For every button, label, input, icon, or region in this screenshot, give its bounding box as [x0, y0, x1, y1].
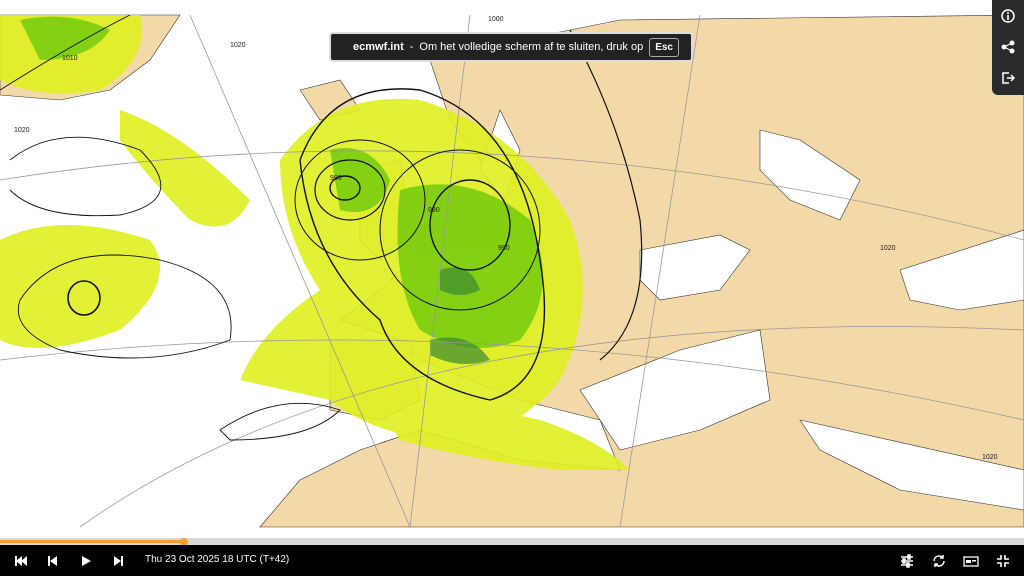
- share-button[interactable]: [992, 31, 1024, 62]
- contour-labels: 1010 1020 1000 990 990 990 1020 1020 102…: [14, 16, 998, 461]
- next-button[interactable]: [110, 553, 126, 569]
- timeline-slider[interactable]: [0, 538, 1024, 546]
- contour-label: 1010: [62, 55, 78, 62]
- contour-label: 1020: [880, 245, 896, 252]
- side-toolbar: [992, 0, 1024, 95]
- settings-button[interactable]: [899, 553, 915, 569]
- play-button[interactable]: [78, 553, 94, 569]
- exit-button[interactable]: [992, 62, 1024, 93]
- first-button[interactable]: [13, 553, 29, 569]
- fullscreen-toast: ecmwf.int - Om het volledige scherm af t…: [329, 32, 693, 62]
- contour-label: 1020: [230, 42, 246, 49]
- loop-button[interactable]: [931, 553, 947, 569]
- fullscreen-button[interactable]: [995, 553, 1011, 569]
- layers-button[interactable]: [963, 553, 979, 569]
- contour-label: 1020: [14, 127, 30, 134]
- previous-button[interactable]: [45, 553, 61, 569]
- contour-label: 990: [498, 245, 510, 252]
- toast-separator: -: [409, 41, 414, 53]
- intense-precipitation: [430, 267, 490, 364]
- timeline-progress: [0, 540, 184, 543]
- contour-label: 990: [330, 175, 342, 182]
- toast-key: Esc: [649, 37, 679, 57]
- player-bar: Thu 23 Oct 2025 18 UTC (T+42): [0, 545, 1024, 576]
- contour-label: 1020: [982, 454, 998, 461]
- time-label: Thu 23 Oct 2025 18 UTC (T+42): [145, 554, 290, 565]
- info-button[interactable]: [992, 0, 1024, 31]
- isobars: [0, 14, 643, 441]
- heavy-precipitation: [20, 16, 543, 348]
- timeline-knob[interactable]: [180, 538, 188, 546]
- toast-site: ecmwf.int: [353, 41, 404, 53]
- toast-message: Om het volledige scherm af te sluiten, d…: [419, 41, 644, 53]
- contour-label: 990: [428, 207, 440, 214]
- contour-label: 1000: [488, 16, 504, 23]
- graticule: [0, 14, 1024, 528]
